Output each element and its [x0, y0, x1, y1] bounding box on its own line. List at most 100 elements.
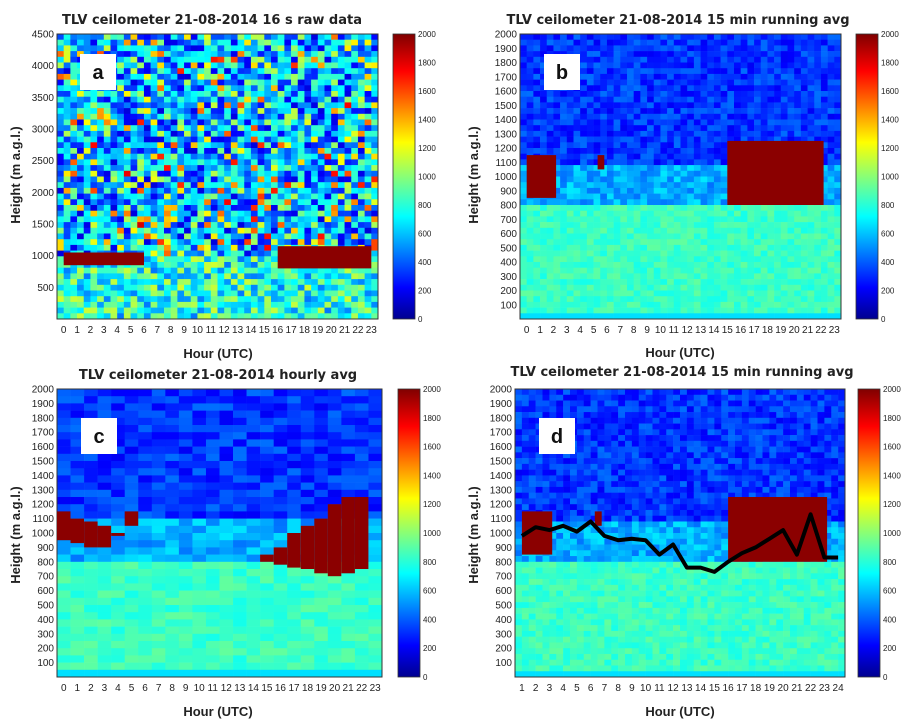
- panel-b-heatmap-cell: [834, 62, 842, 69]
- panel-b-heatmap-cell: [593, 62, 601, 69]
- panel-a-heatmap-cell: [57, 108, 64, 115]
- panel-b-heatmap-cell: [526, 205, 534, 211]
- panel-b-cloud-layers: [526, 140, 824, 205]
- panel-b-heatmap-cell: [673, 216, 681, 223]
- panel-b-heatmap-cell: [520, 130, 527, 137]
- panel-a-heatmap-cell: [291, 222, 299, 229]
- panel-b-heatmap-cell: [707, 313, 715, 320]
- panel-b-heatmap-cell: [720, 136, 728, 143]
- panel-b-heatmap-cell: [627, 199, 634, 206]
- panel-a-heatmap-cell: [291, 233, 299, 240]
- panel-a-heatmap-cell: [317, 119, 325, 126]
- panel-b-heatmap-cell: [586, 290, 594, 297]
- panel-b-heatmap-cell: [834, 68, 842, 75]
- panel-a-heatmap-cell: [324, 153, 332, 160]
- panel-a-heatmap-cell: [177, 176, 185, 183]
- panel-a-heatmap-cell: [123, 233, 131, 240]
- panel-b-heatmap-cell: [734, 296, 741, 303]
- panel-a-heatmap-cell: [217, 307, 225, 314]
- panel-a-heatmap-cell: [157, 142, 165, 149]
- panel-a-heatmap-cell: [324, 39, 332, 46]
- panel-b-heatmap-cell: [573, 250, 581, 257]
- panel-b-heatmap-cell: [700, 176, 708, 183]
- panel-a-heatmap-cell: [224, 148, 232, 154]
- panel-a-heatmap-cell: [304, 307, 312, 314]
- panel-b-heatmap-cell: [720, 284, 728, 291]
- panel-b-heatmap-cell: [600, 233, 608, 240]
- panel-b-heatmap-cell: [526, 68, 534, 75]
- panel-a-y-tick: 1500: [32, 220, 55, 231]
- panel-b-heatmap-cell: [566, 176, 574, 183]
- panel-a-heatmap-cell: [331, 68, 339, 75]
- panel-b-heatmap-cell: [653, 159, 661, 166]
- panel-a-heatmap-cell: [130, 130, 138, 137]
- panel-a-heatmap-cell: [351, 210, 359, 217]
- panel-a-heatmap-cell: [291, 165, 299, 172]
- panel-a-heatmap-cell: [277, 68, 285, 75]
- panel-b-heatmap-cell: [827, 153, 835, 160]
- panel-a-heatmap-cell: [184, 136, 192, 143]
- panel-a-heatmap-cell: [164, 119, 171, 126]
- panel-b-heatmap-cell: [727, 227, 735, 234]
- panel-b-heatmap-cell: [540, 102, 548, 109]
- panel-a-heatmap-cell: [117, 73, 125, 80]
- panel-b-heatmap-cell: [660, 250, 668, 257]
- panel-a-heatmap-cell: [357, 210, 365, 217]
- panel-b-heatmap-cell: [580, 113, 588, 120]
- panel-b-frame: [519, 33, 842, 320]
- panel-a-heatmap-cell: [271, 210, 278, 217]
- panel-a-heatmap-cell: [250, 222, 258, 229]
- panel-a-heatmap-cell: [57, 313, 64, 320]
- panel-a-heatmap-cell: [157, 148, 165, 154]
- panel-b-heatmap-cell: [546, 34, 554, 40]
- panel-a-heatmap-cell: [190, 284, 198, 291]
- panel-b-heatmap-cell: [834, 39, 842, 46]
- panel-b-heatmap-cell: [660, 62, 668, 69]
- panel-a-heatmap-cell: [70, 227, 78, 234]
- panel-b-heatmap-cell: [780, 256, 788, 263]
- panel-b-heatmap-cell: [620, 68, 628, 75]
- panel-a-heatmap-cell: [63, 96, 71, 103]
- panel-a-heatmap-cell: [297, 96, 305, 103]
- panel-a-heatmap-cell: [137, 239, 145, 246]
- panel-a-heatmap-cell: [337, 193, 345, 200]
- panel-b-heatmap-cell: [660, 85, 668, 92]
- panel-b-heatmap-cell: [740, 273, 748, 280]
- panel-b-heatmap-cell: [827, 51, 835, 58]
- panel-a-heatmap-cell: [364, 148, 372, 154]
- panel-b-heatmap-cell: [713, 85, 721, 92]
- panel-a-heatmap-cell: [291, 34, 299, 40]
- panel-b-heatmap-cell: [747, 256, 755, 263]
- panel-a-heatmap-cell: [70, 153, 78, 160]
- panel-b-heatmap-cell: [693, 170, 701, 177]
- panel-a-heatmap-cell: [357, 153, 365, 160]
- panel-a-heatmap-cell: [271, 193, 278, 200]
- panel-a-colorbar-tick: 1000: [418, 173, 436, 182]
- panel-b-label: b: [556, 62, 568, 84]
- panel-a-heatmap-cell: [224, 108, 232, 115]
- panel-a-heatmap-cell: [143, 176, 151, 183]
- panel-a-heatmap-cell: [204, 256, 212, 263]
- panel-b-heatmap-cell: [647, 193, 655, 200]
- panel-a-colorbar-tick: 1200: [418, 144, 436, 153]
- panel-b-heatmap-cell: [834, 56, 842, 63]
- panel-a-heatmap-cell: [77, 170, 85, 177]
- panel-b-heatmap-cell: [540, 222, 548, 229]
- panel-a-heatmap-cell: [204, 313, 212, 320]
- panel-a-heatmap-cell: [250, 256, 258, 263]
- panel-b-heatmap-cell: [586, 45, 594, 52]
- panel-a-heatmap-cell: [170, 79, 178, 86]
- panel-b-heatmap-cell: [520, 250, 527, 257]
- panel-a-heatmap-cell: [157, 62, 165, 69]
- panel-b-heatmap-cell: [774, 262, 782, 268]
- panel-a-heatmap-cell: [311, 130, 319, 137]
- panel-a-heatmap-cell: [57, 296, 64, 303]
- panel-b-heatmap-cell: [633, 56, 641, 63]
- panel-a-heatmap-cell: [90, 159, 98, 166]
- panel-a-heatmap-cell: [77, 307, 85, 314]
- panel-b-heatmap-cell: [820, 267, 828, 274]
- panel-a-heatmap-cell: [83, 119, 91, 126]
- panel-b-heatmap-cell: [533, 250, 541, 257]
- panel-a-heatmap-cell: [197, 62, 205, 69]
- panel-a-heatmap-cell: [331, 193, 339, 200]
